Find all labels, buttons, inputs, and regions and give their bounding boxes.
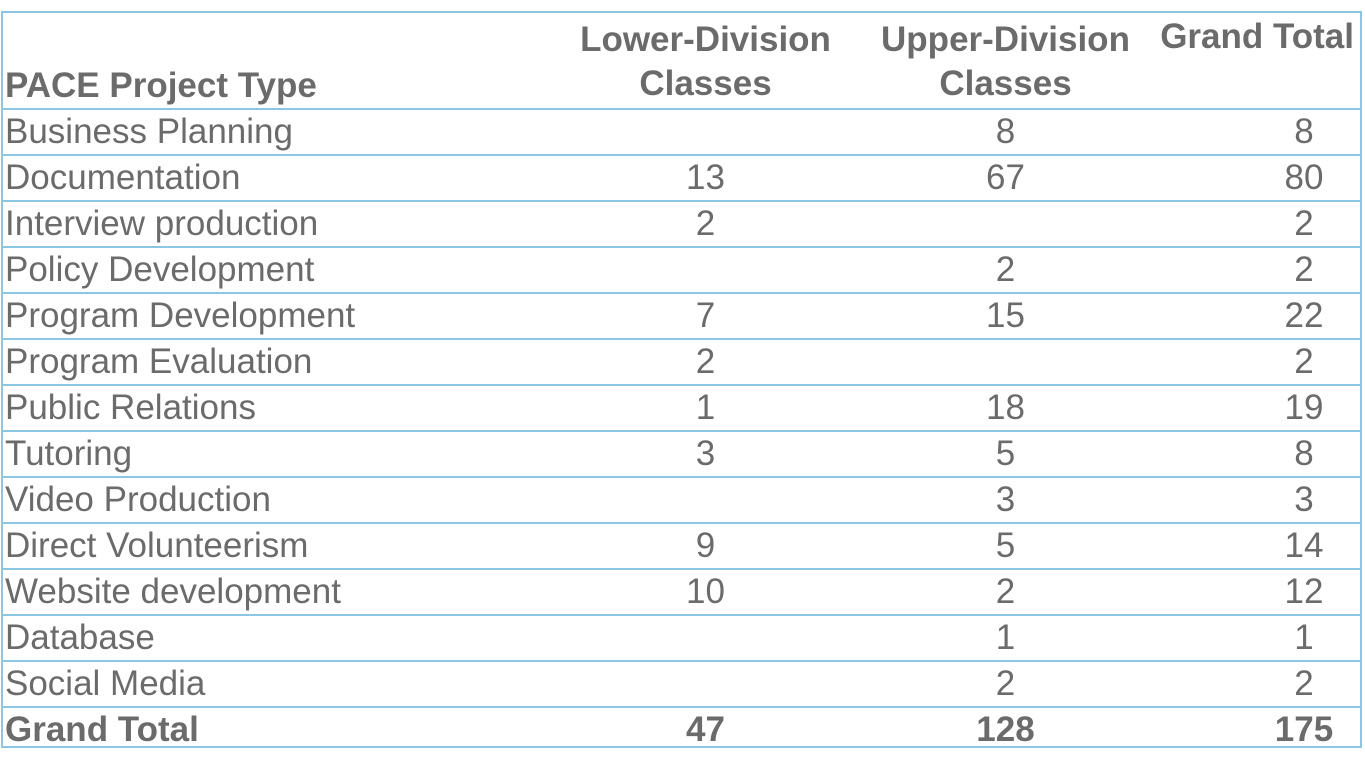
row-total-value: 2 xyxy=(1158,661,1360,708)
row-project-type: Program Evaluation xyxy=(3,339,558,386)
row-upper-value: 15 xyxy=(853,293,1158,340)
table-footer: Grand Total 47 128 175 xyxy=(3,707,1360,752)
row-lower-value: 3 xyxy=(558,431,853,478)
table-header: PACE Project Type Lower-Division Classes… xyxy=(3,13,1360,110)
table-row: Database 1 1 xyxy=(3,615,1360,662)
header-grand-total: Grand Total xyxy=(1158,13,1360,110)
row-project-type: Interview production xyxy=(3,201,558,248)
table-row: Business Planning 8 8 xyxy=(3,109,1360,156)
grand-total-row: Grand Total 47 128 175 xyxy=(3,707,1360,752)
pace-project-table: PACE Project Type Lower-Division Classes… xyxy=(1,11,1362,749)
row-total-value: 8 xyxy=(1158,109,1360,156)
row-total-value: 2 xyxy=(1158,201,1360,248)
row-total-value: 2 xyxy=(1158,339,1360,386)
table-row: Website development 10 2 12 xyxy=(3,569,1360,616)
table-row: Social Media 2 2 xyxy=(3,661,1360,708)
row-lower-value: 7 xyxy=(558,293,853,340)
row-lower-value: 1 xyxy=(558,385,853,432)
row-lower-value: 9 xyxy=(558,523,853,570)
row-lower-value: 13 xyxy=(558,155,853,202)
row-total-value: 1 xyxy=(1158,615,1360,662)
header-upper-line2: Classes xyxy=(939,64,1072,103)
row-project-type: Website development xyxy=(3,569,558,616)
row-lower-value xyxy=(558,477,853,524)
table-row: Tutoring 3 5 8 xyxy=(3,431,1360,478)
row-upper-value xyxy=(853,339,1158,386)
row-upper-value: 1 xyxy=(853,615,1158,662)
row-total-value: 80 xyxy=(1158,155,1360,202)
row-project-type: Documentation xyxy=(3,155,558,202)
row-lower-value: 2 xyxy=(558,201,853,248)
row-total-value: 8 xyxy=(1158,431,1360,478)
row-project-type: Video Production xyxy=(3,477,558,524)
header-row: PACE Project Type Lower-Division Classes… xyxy=(3,13,1360,110)
row-project-type: Direct Volunteerism xyxy=(3,523,558,570)
row-lower-value xyxy=(558,109,853,156)
table-row: Program Evaluation 2 2 xyxy=(3,339,1360,386)
row-lower-value: 2 xyxy=(558,339,853,386)
row-project-type: Policy Development xyxy=(3,247,558,294)
row-lower-value xyxy=(558,247,853,294)
footer-label: Grand Total xyxy=(5,710,199,749)
row-lower-value: 10 xyxy=(558,569,853,616)
row-upper-value: 2 xyxy=(853,569,1158,616)
row-total-value: 22 xyxy=(1158,293,1360,340)
header-lower-line1: Lower-Division xyxy=(580,20,831,59)
table-row: Video Production 3 3 xyxy=(3,477,1360,524)
row-upper-value: 67 xyxy=(853,155,1158,202)
row-project-type: Program Development xyxy=(3,293,558,340)
header-upper-line1: Upper-Division xyxy=(881,20,1130,59)
row-upper-value: 2 xyxy=(853,247,1158,294)
data-table: PACE Project Type Lower-Division Classes… xyxy=(3,13,1360,752)
table-row: Documentation 13 67 80 xyxy=(3,155,1360,202)
row-lower-value xyxy=(558,615,853,662)
row-project-type: Social Media xyxy=(3,661,558,708)
row-upper-value: 5 xyxy=(853,431,1158,478)
footer-grand-total: 175 xyxy=(1274,710,1334,749)
table-row: Public Relations 1 18 19 xyxy=(3,385,1360,432)
row-upper-value: 2 xyxy=(853,661,1158,708)
row-project-type: Tutoring xyxy=(3,431,558,478)
row-project-type: Public Relations xyxy=(3,385,558,432)
table-row: Policy Development 2 2 xyxy=(3,247,1360,294)
header-upper-division: Upper-Division Classes xyxy=(853,13,1158,110)
row-project-type: Business Planning xyxy=(3,109,558,156)
row-total-value: 14 xyxy=(1158,523,1360,570)
row-upper-value: 5 xyxy=(853,523,1158,570)
row-project-type: Database xyxy=(3,615,558,662)
row-upper-value: 18 xyxy=(853,385,1158,432)
header-lower-line2: Classes xyxy=(639,64,772,103)
table-body: Business Planning 8 8 Documentation 13 67 80 In… xyxy=(3,109,1360,708)
row-total-value: 2 xyxy=(1158,247,1360,294)
footer-upper-total: 128 xyxy=(976,710,1035,749)
table-row: Direct Volunteerism 9 5 14 xyxy=(3,523,1360,570)
table-row: Program Development 7 15 22 xyxy=(3,293,1360,340)
row-total-value: 3 xyxy=(1158,477,1360,524)
row-lower-value xyxy=(558,661,853,708)
table-row: Interview production 2 2 xyxy=(3,201,1360,248)
row-total-value: 19 xyxy=(1158,385,1360,432)
row-total-value: 12 xyxy=(1158,569,1360,616)
footer-lower-total: 47 xyxy=(686,710,725,749)
row-upper-value: 8 xyxy=(853,109,1158,156)
row-upper-value xyxy=(853,201,1158,248)
header-lower-division: Lower-Division Classes xyxy=(558,13,853,110)
header-project-type: PACE Project Type xyxy=(3,13,558,110)
row-upper-value: 3 xyxy=(853,477,1158,524)
